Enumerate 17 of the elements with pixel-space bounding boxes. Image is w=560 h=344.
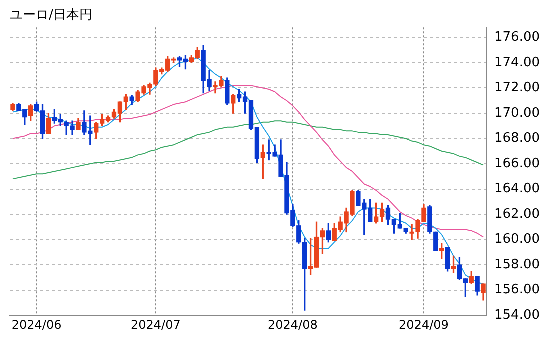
x-tick-label: 2024/09 (399, 318, 449, 332)
chart-title: ユーロ/日本円 (10, 8, 92, 24)
x-tick-label: 2024/06 (12, 318, 62, 332)
y-tick-label: 156.00 (494, 282, 540, 298)
y-tick-label: 170.00 (494, 106, 540, 121)
y-tick-label: 162.00 (494, 206, 540, 222)
y-tick-label: 176.00 (494, 30, 540, 46)
y-tick-label: 168.00 (494, 131, 540, 146)
y-tick-label: 164.00 (494, 182, 540, 197)
y-tick-label: 154.00 (494, 308, 540, 323)
y-tick-label: 160.00 (494, 232, 540, 248)
x-tick-label: 2024/07 (131, 318, 181, 332)
y-tick-label: 172.00 (494, 80, 540, 96)
y-tick-label: 166.00 (494, 156, 540, 172)
y-tick-label: 174.00 (494, 55, 540, 70)
x-tick-label: 2024/08 (268, 318, 318, 332)
y-tick-label: 158.00 (494, 257, 540, 272)
